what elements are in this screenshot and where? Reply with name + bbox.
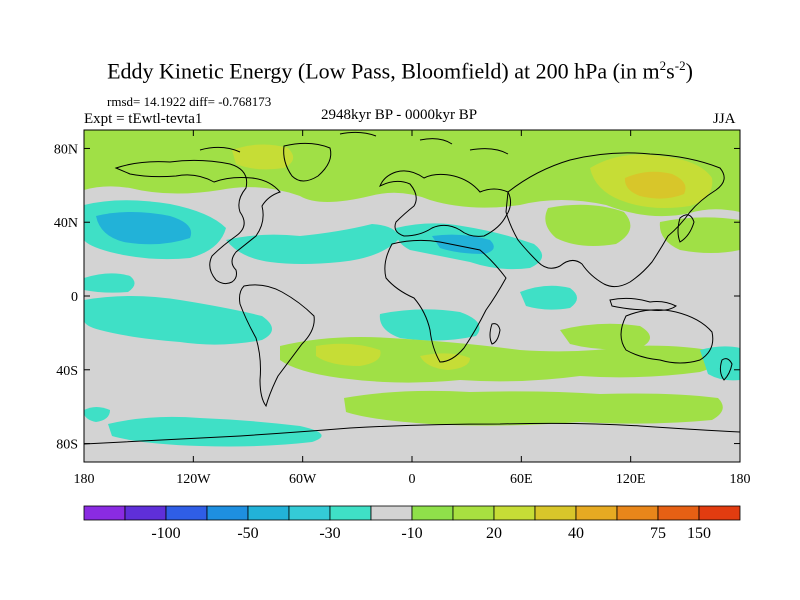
colorbar-swatch [452,505,495,521]
lat-tick-label: 0 [71,290,78,305]
asia-coast [505,152,725,288]
colorbar-swatch [329,505,372,521]
antarctica-coast [84,422,740,445]
greenland-yellow-region [232,144,294,170]
colorbar-tick-label: -50 [237,525,258,542]
north-america-coast [114,159,281,285]
lon-tick-label: 120W [176,472,211,487]
south-america-coast [239,284,315,408]
antarctic-cyan-region [108,416,322,447]
colorbar-tick-label: 150 [687,525,711,542]
tropical-pacific-cyan-region [84,273,135,293]
colorbar-tick-label: -10 [401,525,422,542]
southern-yellow-region [316,343,381,366]
contour-field [84,130,740,462]
colorbar-tick-label: -30 [319,525,340,542]
africa-coast [384,239,507,363]
colorbar-swatch [247,505,290,521]
rmsd-diff-stats: rmsd= 14.1922 diff= -0.768173 [107,94,272,109]
north-atlantic-cyan-region [226,224,399,264]
colorbar: -100 -50 -30 -10 20 40 75 150 [83,505,741,542]
figure-title: Eddy Kinetic Energy (Low Pass, Bloomfiel… [107,58,693,84]
lat-tick-label: 40N [54,216,78,231]
colorbar-tick-label: 20 [486,525,502,542]
europe-coast [379,170,512,237]
south-atlantic-cyan-region [379,309,480,341]
lat-tick-label: 80S [56,438,78,453]
east-asia-green-region [659,217,740,253]
arctic-islands-coast [199,131,509,155]
madagascar-coast [489,323,501,345]
south-pacific-cyan-region [84,296,272,345]
lat-tick-label: 40S [56,364,78,379]
experiment-label: Expt = tEwtl-tevta1 [84,111,203,127]
central-asia-green-region [545,204,631,246]
lon-tick-label: 60E [510,472,533,487]
greenland-coast [283,142,332,182]
colorbar-swatch [534,505,577,521]
new-zealand-coast [719,358,733,381]
colorbar-swatch [493,505,536,521]
colorbar-swatch [206,505,249,521]
lon-tick-label: 180 [730,472,751,487]
colorbar-swatch [616,505,659,521]
south-indian-green-region [560,323,650,350]
australia-coast [620,309,714,364]
indonesia-coast [609,297,677,311]
antarctic-green-region [344,390,723,426]
antarctic-cyan-region-2 [84,407,110,422]
colorbar-tick-label: -100 [151,525,180,542]
colorbar-swatch [411,505,454,521]
colorbar-swatch [124,505,167,521]
mediterranean-blue-core [432,234,494,254]
colorbar-swatch [698,505,741,521]
north-pacific-blue-core [96,212,192,245]
tropical-east-cyan-region [520,285,577,310]
colorbar-swatch [288,505,331,521]
lon-tick-label: 60W [289,472,317,487]
colorbar-swatch [83,505,126,521]
lat-tick-label: 80N [54,142,78,157]
colorbar-swatch [575,505,618,521]
lon-tick-label: 120E [616,472,646,487]
coastlines [84,131,740,445]
lon-tick-label: 0 [409,472,416,487]
map-axis-ticks: 80N 40N 0 40S 80S 180 120W 60W 0 60E 120E 180 [54,130,751,487]
japan-coast [677,214,695,243]
southern-green-band [280,337,722,383]
colorbar-tick-label: 75 [650,525,666,542]
period-label: 2948kyr BP - 0000kyr BP [321,107,478,123]
colorbar-swatch [657,505,700,521]
colorbar-swatch [370,505,413,521]
lon-tick-label: 180 [74,472,95,487]
siberia-yellow-core [624,171,686,199]
season-label: JJA [713,111,736,127]
colorbar-tick-label: 40 [568,525,584,542]
colorbar-swatch [165,505,208,521]
